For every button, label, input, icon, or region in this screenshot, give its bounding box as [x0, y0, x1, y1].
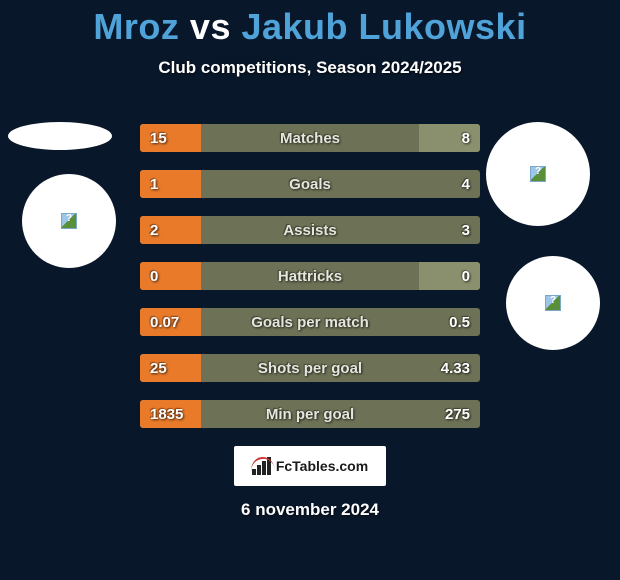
stat-row: 25Shots per goal4.33 — [140, 354, 480, 382]
logo-text: FcTables.com — [276, 458, 368, 474]
comparison-card: Mroz vs Jakub Lukowski Club competitions… — [0, 0, 620, 580]
right-club-badge — [506, 256, 600, 350]
stat-label: Goals — [140, 170, 480, 198]
stat-label: Hattricks — [140, 262, 480, 290]
stat-row: 2Assists3 — [140, 216, 480, 244]
stat-row: 0Hattricks0 — [140, 262, 480, 290]
left-player-avatar — [22, 174, 116, 268]
title-player1: Mroz — [93, 6, 179, 47]
placeholder-image-icon — [545, 295, 561, 311]
stat-row: 15Matches8 — [140, 124, 480, 152]
stat-value-right: 4.33 — [441, 354, 470, 382]
stat-row: 0.07Goals per match0.5 — [140, 308, 480, 336]
footer-date: 6 november 2024 — [0, 500, 620, 520]
stat-value-right: 8 — [462, 124, 470, 152]
stat-label: Min per goal — [140, 400, 480, 428]
stat-value-right: 0.5 — [449, 308, 470, 336]
stat-label: Assists — [140, 216, 480, 244]
stat-label: Matches — [140, 124, 480, 152]
left-ellipse-decoration — [8, 122, 112, 150]
stat-value-right: 0 — [462, 262, 470, 290]
placeholder-image-icon — [530, 166, 546, 182]
stat-label: Goals per match — [140, 308, 480, 336]
logo-chart-icon — [252, 457, 272, 475]
title-player2: Jakub Lukowski — [241, 6, 526, 47]
stat-value-right: 275 — [445, 400, 470, 428]
page-title: Mroz vs Jakub Lukowski — [0, 0, 620, 48]
stat-row: 1Goals4 — [140, 170, 480, 198]
fctables-logo: FcTables.com — [234, 446, 386, 486]
stat-label: Shots per goal — [140, 354, 480, 382]
stat-row: 1835Min per goal275 — [140, 400, 480, 428]
stat-value-right: 3 — [462, 216, 470, 244]
placeholder-image-icon — [61, 213, 77, 229]
stats-panel: 15Matches8 1Goals4 2Assists3 0Hattricks0 0.0… — [140, 124, 480, 446]
title-vs: vs — [190, 6, 231, 47]
subtitle: Club competitions, Season 2024/2025 — [0, 58, 620, 78]
right-player-avatar — [486, 122, 590, 226]
stat-value-right: 4 — [462, 170, 470, 198]
